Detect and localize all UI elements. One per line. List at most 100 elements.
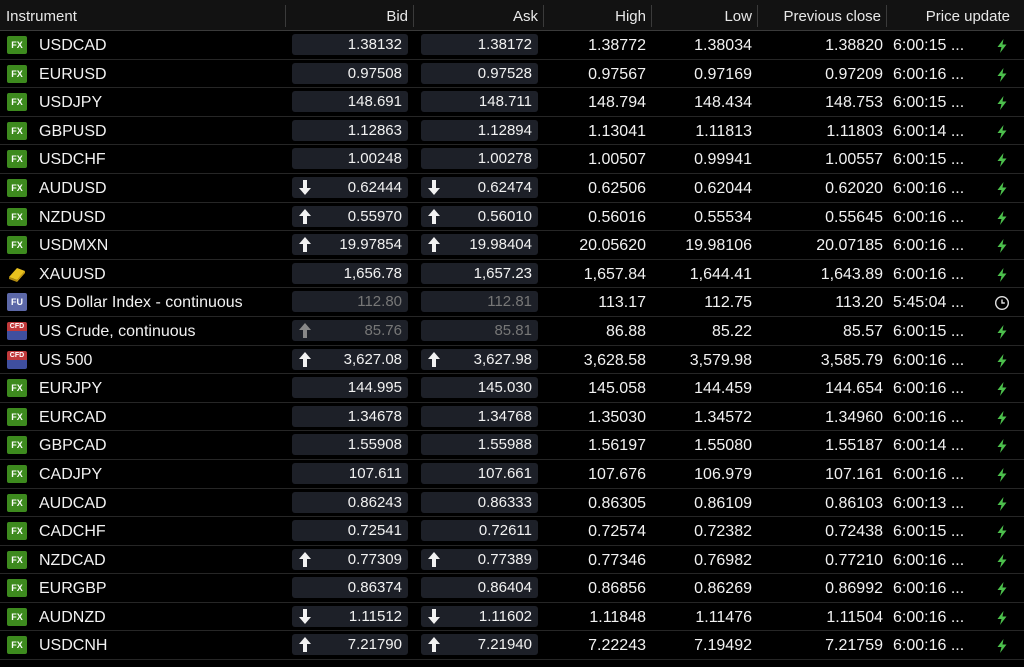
- header-instrument[interactable]: Instrument: [0, 0, 286, 31]
- ask-button[interactable]: 0.77389: [421, 548, 538, 570]
- table-row[interactable]: FX NZDCAD 0.77309 0.77389 0.77346 0.76982 0.77…: [0, 546, 1024, 575]
- high-value: 1.13041: [588, 122, 646, 140]
- price-update-time: 6:00:16 ...: [893, 380, 965, 398]
- table-row[interactable]: CFD US Crude, continuous 85.76 85.81 86.88 85…: [0, 317, 1024, 346]
- table-row[interactable]: FX GBPCAD 1.55908 1.55988 1.56197 1.55080 1.55…: [0, 431, 1024, 460]
- ask-button[interactable]: 0.86333: [421, 491, 538, 513]
- bid-value: 0.86243: [347, 493, 402, 511]
- table-row[interactable]: FX EURGBP 0.86374 0.86404 0.86856 0.86269 0.86…: [0, 574, 1024, 603]
- table-row[interactable]: CFD US 500 3,627.08 3,627.98 3,628.58 3,579.9…: [0, 346, 1024, 375]
- ask-button[interactable]: 85.81: [421, 319, 538, 341]
- bid-button[interactable]: 0.97508: [292, 62, 408, 84]
- header-ask[interactable]: Ask: [414, 0, 544, 31]
- ask-button[interactable]: 148.711: [421, 91, 538, 113]
- table-row[interactable]: XAUUSD 1,656.78 1,657.23 1,657.84 1,644.41 1,…: [0, 260, 1024, 289]
- ask-button[interactable]: 0.86404: [421, 577, 538, 599]
- previous-close-value: 3,585.79: [820, 351, 883, 369]
- ask-button[interactable]: 0.56010: [421, 205, 538, 227]
- table-row[interactable]: FX USDJPY 148.691 148.711 148.794 148.434 148.…: [0, 88, 1024, 117]
- table-row[interactable]: FX EURJPY 144.995 145.030 145.058 144.459 144.…: [0, 374, 1024, 403]
- ask-value: 1.55988: [477, 436, 532, 454]
- ask-button[interactable]: 112.81: [421, 291, 538, 313]
- bid-button[interactable]: 107.611: [292, 462, 408, 484]
- arrow-up-icon: [298, 551, 312, 568]
- ask-button[interactable]: 3,627.98: [421, 348, 538, 370]
- bid-value: 19.97854: [339, 236, 402, 254]
- ask-button[interactable]: 1.00278: [421, 148, 538, 170]
- low-value: 0.97169: [694, 65, 752, 83]
- bid-button[interactable]: 0.62444: [292, 176, 408, 198]
- table-row[interactable]: FX CADCHF 0.72541 0.72611 0.72574 0.72382 0.72…: [0, 517, 1024, 546]
- header-low[interactable]: Low: [652, 0, 758, 31]
- ask-button[interactable]: 0.72611: [421, 520, 538, 542]
- bid-button[interactable]: 85.76: [292, 319, 408, 341]
- header-previous-close[interactable]: Previous close: [758, 0, 887, 31]
- instrument-name: CADCHF: [39, 523, 106, 541]
- bid-button[interactable]: 1.38132: [292, 34, 408, 55]
- table-row[interactable]: FX USDCNH 7.21790 7.21940 7.22243 7.19492 7.21…: [0, 631, 1024, 661]
- ask-button[interactable]: 19.98404: [421, 234, 538, 256]
- bid-button[interactable]: 0.86374: [292, 577, 408, 599]
- bid-button[interactable]: 1,656.78: [292, 262, 408, 284]
- table-row[interactable]: FX AUDCAD 0.86243 0.86333 0.86305 0.86109 0.86…: [0, 489, 1024, 518]
- instrument-name: GBPCAD: [39, 437, 107, 455]
- bid-button[interactable]: 0.77309: [292, 548, 408, 570]
- badge-label: FX: [11, 611, 23, 622]
- bid-button[interactable]: 0.86243: [292, 491, 408, 513]
- table-row[interactable]: FX EURCAD 1.34678 1.34768 1.35030 1.34572 1.34…: [0, 403, 1024, 432]
- table-row[interactable]: FX NZDUSD 0.55970 0.56010 0.56016 0.55534 0.55…: [0, 203, 1024, 232]
- table-row[interactable]: FX GBPUSD 1.12863 1.12894 1.13041 1.11813 1.11…: [0, 117, 1024, 146]
- bid-button[interactable]: 7.21790: [292, 634, 408, 656]
- ask-button[interactable]: 145.030: [421, 377, 538, 399]
- table-row[interactable]: FX CADJPY 107.611 107.661 107.676 106.979 107.…: [0, 460, 1024, 489]
- table-row[interactable]: FX USDMXN 19.97854 19.98404 20.05620 19.98106…: [0, 231, 1024, 260]
- bid-button[interactable]: 1.34678: [292, 405, 408, 427]
- ask-button[interactable]: 1.34768: [421, 405, 538, 427]
- table-row[interactable]: FX AUDUSD 0.62444 0.62474 0.62506 0.62044 0.62…: [0, 174, 1024, 203]
- badge-label: FX: [11, 40, 23, 50]
- ask-button[interactable]: 1.38172: [421, 34, 538, 55]
- badge-label: FX: [11, 182, 23, 193]
- ask-button[interactable]: 1.55988: [421, 434, 538, 456]
- bid-button[interactable]: 144.995: [292, 377, 408, 399]
- badge-label: FX: [11, 125, 23, 136]
- bid-button[interactable]: 1.11512: [292, 605, 408, 627]
- bid-button[interactable]: 0.72541: [292, 520, 408, 542]
- ask-button[interactable]: 1,657.23: [421, 262, 538, 284]
- header-price-update[interactable]: Price update: [925, 8, 1010, 25]
- high-value: 0.56016: [588, 208, 646, 226]
- arrow-down-icon: [298, 179, 312, 196]
- bid-button[interactable]: 3,627.08: [292, 348, 408, 370]
- high-value: 3,628.58: [583, 351, 646, 369]
- bid-button[interactable]: 19.97854: [292, 234, 408, 256]
- header-high[interactable]: High: [544, 0, 652, 31]
- bid-button[interactable]: 1.55908: [292, 434, 408, 456]
- previous-close-value: 1.11504: [826, 608, 883, 626]
- ask-button[interactable]: 0.97528: [421, 62, 538, 84]
- badge-label: FX: [11, 526, 23, 537]
- bid-value: 1.12863: [347, 121, 402, 139]
- previous-close-value: 1.55187: [825, 437, 883, 455]
- ask-button[interactable]: 1.11602: [421, 605, 538, 627]
- ask-button[interactable]: 107.661: [421, 462, 538, 484]
- ask-button[interactable]: 0.62474: [421, 176, 538, 198]
- high-value: 0.62506: [588, 179, 646, 197]
- table-row[interactable]: FX USDCHF 1.00248 1.00278 1.00507 0.99941 1.00…: [0, 145, 1024, 174]
- bid-button[interactable]: 1.12863: [292, 119, 408, 141]
- badge-label: FX: [11, 554, 23, 565]
- header-bid[interactable]: Bid: [286, 0, 414, 31]
- low-value: 0.86109: [694, 494, 752, 512]
- ask-button[interactable]: 1.12894: [421, 119, 538, 141]
- previous-close-value: 0.62020: [825, 179, 883, 197]
- ask-button[interactable]: 7.21940: [421, 634, 538, 656]
- bid-button[interactable]: 112.80: [292, 291, 408, 313]
- table-row[interactable]: FX EURUSD 0.97508 0.97528 0.97567 0.97169 0.97…: [0, 60, 1024, 89]
- low-value: 144.459: [694, 380, 752, 398]
- table-row[interactable]: FX USDCAD 1.38132 1.38172 1.38772 1.38034 1.38…: [0, 31, 1024, 60]
- bid-button[interactable]: 148.691: [292, 91, 408, 113]
- table-row[interactable]: FX AUDNZD 1.11512 1.11602 1.11848 1.11476 1.11…: [0, 603, 1024, 632]
- bid-button[interactable]: 1.00248: [292, 148, 408, 170]
- bid-button[interactable]: 0.55970: [292, 205, 408, 227]
- table-row[interactable]: FU US Dollar Index - continuous 112.80 112.…: [0, 288, 1024, 317]
- ask-value: 0.77389: [477, 550, 532, 568]
